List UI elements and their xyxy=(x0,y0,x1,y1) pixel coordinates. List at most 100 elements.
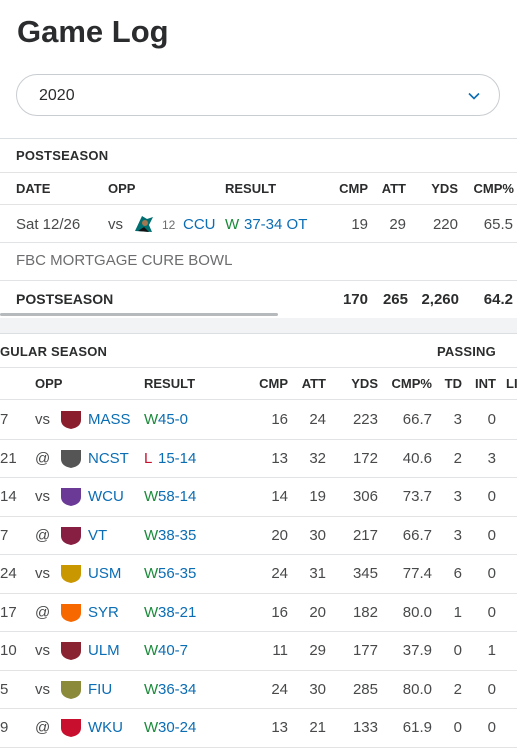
stat-td: 2 xyxy=(453,449,462,467)
game-date: 9 xyxy=(0,719,9,736)
stat-yds: 306 xyxy=(352,488,378,505)
game-date: 7 xyxy=(0,411,9,428)
opponent-link[interactable]: MASS xyxy=(88,411,131,428)
stat-int: 0 xyxy=(487,680,496,698)
opponent-link[interactable]: VT xyxy=(88,526,108,544)
game-location: vs xyxy=(35,680,50,698)
postseason-section: POSTSEASON DATE OPP RESULT CMP ATT YDS C… xyxy=(0,138,517,318)
col-header-date: DATE xyxy=(16,181,51,196)
stat-td: 0 xyxy=(453,719,462,736)
stat-cmp: 19 xyxy=(351,216,368,233)
section-title: GULAR SEASON xyxy=(0,344,108,359)
game-score-link[interactable]: 38-35 xyxy=(158,526,197,544)
stat-att: 29 xyxy=(309,642,326,659)
section-title: POSTSEASON xyxy=(16,148,109,163)
game-location: vs xyxy=(35,411,50,428)
total-yds: 2,260 xyxy=(421,291,459,308)
game-date: 7 xyxy=(0,526,9,544)
game-score-link[interactable]: 15-14 xyxy=(158,449,197,467)
col-header-more: LI xyxy=(506,376,517,391)
stat-td: 3 xyxy=(453,488,462,505)
game-location: vs xyxy=(108,216,123,233)
game-score-link[interactable]: 30-24 xyxy=(158,719,197,736)
stat-cmp: 13 xyxy=(271,449,288,467)
opponent-link[interactable]: CCU xyxy=(183,216,216,233)
opponent-link[interactable]: FIU xyxy=(88,680,113,698)
stat-cmp: 20 xyxy=(271,526,288,544)
horizontal-scrollbar[interactable] xyxy=(0,313,278,316)
game-score-link[interactable]: 37-34 OT xyxy=(244,216,308,233)
stat-cmp: 14 xyxy=(271,488,288,505)
game-location: @ xyxy=(35,603,51,621)
opponent-link[interactable]: USM xyxy=(88,565,122,582)
season-select[interactable]: 2020 xyxy=(16,74,500,116)
game-result: W xyxy=(225,216,240,233)
game-date: 14 xyxy=(0,488,17,505)
stat-int: 0 xyxy=(487,526,496,544)
game-location: vs xyxy=(35,488,50,505)
opponent-link[interactable]: SYR xyxy=(88,603,119,621)
game-score-link[interactable]: 36-34 xyxy=(158,680,197,698)
game-score-link[interactable]: 56-35 xyxy=(158,565,197,582)
stat-yds: 223 xyxy=(352,411,378,428)
opponent-link[interactable]: WKU xyxy=(88,719,123,736)
stat-att: 21 xyxy=(309,719,326,736)
game-date: 5 xyxy=(0,680,9,698)
game-date: 10 xyxy=(0,642,17,659)
opponent-link[interactable]: NCST xyxy=(88,449,129,467)
team-logo-icon xyxy=(61,411,81,429)
stat-att: 30 xyxy=(309,526,326,544)
bowl-name: FBC MORTGAGE CURE BOWL xyxy=(16,252,233,269)
game-date: Sat 12/26 xyxy=(16,216,81,233)
stat-cmp: 13 xyxy=(271,719,288,736)
stat-group-label: PASSING xyxy=(437,344,496,359)
stat-td: 3 xyxy=(453,526,462,544)
game-score-link[interactable]: 45-0 xyxy=(158,411,189,428)
game-result: W xyxy=(144,411,159,428)
stat-int: 0 xyxy=(487,719,496,736)
stat-att: 30 xyxy=(309,680,326,698)
game-score-link[interactable]: 38-21 xyxy=(158,603,197,621)
stat-cmp-pct: 77.4 xyxy=(402,565,432,582)
col-header-td: TD xyxy=(444,376,462,391)
stat-cmp-pct: 80.0 xyxy=(402,603,432,621)
stat-td: 6 xyxy=(453,565,462,582)
opponent-link[interactable]: WCU xyxy=(88,488,124,505)
regular-season-section: GULAR SEASON PASSING OPP RESULT CMP ATT … xyxy=(0,333,517,750)
team-logo-icon xyxy=(61,488,81,506)
game-location: vs xyxy=(35,565,50,582)
stat-int: 1 xyxy=(487,642,496,659)
stat-int: 0 xyxy=(487,488,496,505)
col-header-att: ATT xyxy=(301,376,326,391)
stat-yds: 285 xyxy=(352,680,378,698)
game-location: vs xyxy=(35,642,50,659)
stat-cmp-pct: 65.5 xyxy=(483,216,513,233)
stat-cmp-pct: 73.7 xyxy=(402,488,432,505)
stat-cmp: 24 xyxy=(271,680,288,698)
col-header-cmp: CMP xyxy=(259,376,288,391)
stat-yds: 133 xyxy=(352,719,378,736)
stat-cmp-pct: 40.6 xyxy=(402,449,432,467)
team-logo-icon xyxy=(61,719,81,737)
game-score-link[interactable]: 40-7 xyxy=(158,642,189,659)
game-date: 17 xyxy=(0,603,17,621)
stat-cmp: 16 xyxy=(271,411,288,428)
game-score-link[interactable]: 58-14 xyxy=(158,488,197,505)
game-result: W xyxy=(144,526,159,544)
ccu-logo-icon xyxy=(135,216,153,232)
col-header-cmp-pct: CMP% xyxy=(391,376,432,391)
stat-yds: 182 xyxy=(352,603,378,621)
opponent-link[interactable]: ULM xyxy=(88,642,120,659)
section-divider xyxy=(0,318,517,333)
stat-cmp-pct: 66.7 xyxy=(402,526,432,544)
stat-int: 3 xyxy=(487,449,496,467)
team-logo-icon xyxy=(61,565,81,583)
game-result: W xyxy=(144,680,159,698)
season-select-value: 2020 xyxy=(39,87,75,104)
stat-td: 3 xyxy=(453,411,462,428)
stat-att: 32 xyxy=(309,449,326,467)
game-result: W xyxy=(144,719,159,736)
team-logo-icon xyxy=(61,603,81,622)
stat-att: 29 xyxy=(389,216,406,233)
stat-yds: 177 xyxy=(352,642,378,659)
